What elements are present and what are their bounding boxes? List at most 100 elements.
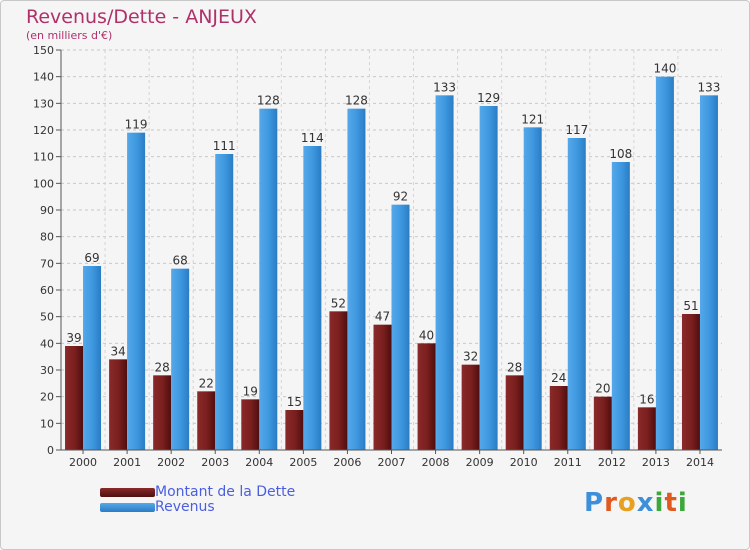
bar-debt (373, 324, 392, 450)
y-tick-label: 80 (40, 231, 54, 244)
y-tick-label: 10 (40, 417, 54, 430)
data-label-revenue: 92 (393, 190, 408, 204)
data-label-debt: 22 (199, 376, 214, 390)
bar-revenue (303, 146, 322, 450)
y-tick-label: 60 (40, 284, 54, 297)
data-label-debt: 28 (507, 360, 522, 374)
bar-revenue (391, 204, 410, 450)
bar-revenue (127, 132, 146, 450)
bar-debt (241, 399, 260, 450)
bar-revenue (655, 76, 674, 451)
bar-debt (109, 359, 128, 450)
y-tick-label: 130 (33, 97, 54, 110)
chart-subtitle: (en milliers d'€) (26, 29, 113, 42)
data-label-debt: 40 (419, 328, 434, 342)
data-label-revenue: 114 (301, 131, 324, 145)
data-label-revenue: 129 (477, 91, 500, 105)
bar-debt (329, 311, 348, 450)
legend-swatch-debt (100, 488, 155, 497)
bar-debt (593, 396, 612, 450)
data-label-revenue: 119 (125, 118, 148, 132)
legend-label-revenue: Revenus (155, 499, 215, 515)
y-tick-label: 150 (33, 44, 54, 57)
bar-debt (461, 364, 480, 450)
x-tick-label: 2012 (598, 456, 626, 469)
logo-letter: x (636, 488, 655, 518)
x-axis: 2000 2001 2002 2003 2004 2005 2006 2007 2008 2009… (61, 449, 722, 469)
bar-debt (197, 391, 216, 450)
data-label-debt: 47 (375, 310, 390, 324)
data-label-debt: 39 (66, 331, 81, 345)
y-tick-label: 140 (33, 71, 54, 84)
data-label-debt: 15 (287, 395, 302, 409)
data-label-revenue: 69 (84, 251, 99, 265)
bar-debt (549, 386, 568, 450)
bar-revenue (83, 266, 102, 450)
logo-letter: o (617, 488, 637, 518)
data-label-revenue: 108 (609, 147, 632, 161)
bar-revenue (523, 127, 542, 450)
x-tick-label: 2013 (642, 456, 670, 469)
data-label-revenue: 117 (565, 123, 588, 137)
bar-revenue (611, 162, 630, 450)
legend-swatch-revenue (100, 503, 155, 512)
data-label-debt: 51 (683, 299, 698, 313)
y-tick-label: 90 (40, 204, 54, 217)
x-tick-label: 2008 (422, 456, 450, 469)
data-labels: 39 69 34 119 28 68 22 111 19 128 15 114 52 128 47 92 40 1… (66, 62, 720, 409)
data-label-debt: 52 (331, 296, 346, 310)
x-tick-label: 2002 (157, 456, 185, 469)
y-tick-label: 110 (33, 151, 54, 164)
bar-debt (417, 343, 436, 450)
data-label-revenue: 121 (521, 112, 544, 126)
data-label-debt: 16 (639, 392, 654, 406)
logo-letter: i (654, 488, 665, 518)
y-tick-label: 20 (40, 391, 54, 404)
chart-title: Revenus/Dette - ANJEUX (26, 6, 257, 28)
x-tick-label: 2007 (378, 456, 406, 469)
bar-debt (153, 375, 172, 450)
x-tick-label: 2006 (333, 456, 361, 469)
logo-letter: i (677, 488, 688, 518)
logo-letter: t (664, 488, 678, 518)
y-tick-label: 120 (33, 124, 54, 137)
data-label-revenue: 140 (653, 62, 676, 76)
data-label-revenue: 128 (345, 94, 368, 108)
data-label-revenue: 68 (173, 254, 188, 268)
x-tick-label: 2009 (466, 456, 494, 469)
bar-revenue (479, 106, 498, 450)
logo-letter: r (604, 488, 618, 518)
x-tick-label: 2000 (69, 456, 97, 469)
data-label-debt: 28 (155, 360, 170, 374)
data-label-debt: 20 (595, 382, 610, 396)
y-tick-label: 50 (40, 311, 54, 324)
y-tick-label: 30 (40, 364, 54, 377)
bar-debt (285, 410, 304, 450)
bar-debt (681, 314, 700, 450)
x-tick-label: 2010 (510, 456, 538, 469)
x-tick-label: 2003 (201, 456, 229, 469)
y-tick-label: 70 (40, 257, 54, 270)
data-label-revenue: 111 (213, 139, 236, 153)
x-tick-label: 2001 (113, 456, 141, 469)
data-label-debt: 34 (110, 344, 125, 358)
data-label-debt: 19 (243, 384, 258, 398)
y-tick-label: 100 (33, 177, 54, 190)
data-label-revenue: 133 (698, 80, 721, 94)
proxiti-logo: Proxiti (584, 488, 688, 518)
bar-revenue (171, 268, 190, 450)
x-tick-label: 2005 (289, 456, 317, 469)
logo-letter: P (584, 488, 605, 518)
data-label-debt: 24 (551, 371, 566, 385)
bar-debt (65, 346, 84, 450)
y-axis: 0 10 20 30 40 50 60 70 80 90 100 110 120 130 140 150 (33, 44, 62, 457)
data-label-debt: 32 (463, 350, 478, 364)
legend-label-debt: Montant de la Dette (155, 484, 296, 500)
bar-debt (505, 375, 524, 450)
data-label-revenue: 133 (433, 80, 456, 94)
bars (65, 76, 718, 451)
bar-revenue (259, 108, 278, 451)
y-tick-label: 40 (40, 337, 54, 350)
y-tick-label: 0 (47, 444, 54, 457)
